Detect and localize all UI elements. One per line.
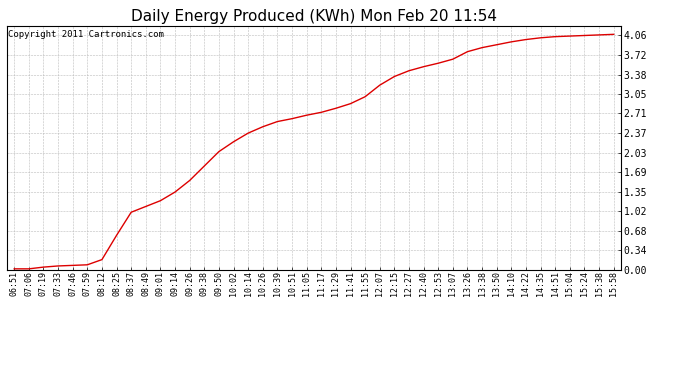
Title: Daily Energy Produced (KWh) Mon Feb 20 11:54: Daily Energy Produced (KWh) Mon Feb 20 1… — [131, 9, 497, 24]
Text: Copyright 2011 Cartronics.com: Copyright 2011 Cartronics.com — [8, 30, 164, 39]
